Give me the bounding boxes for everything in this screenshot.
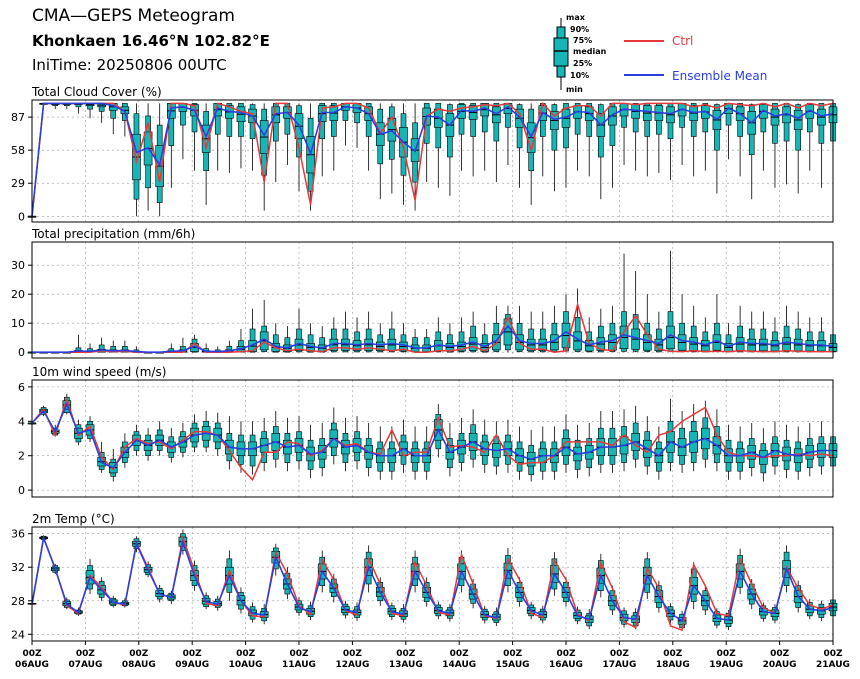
x-tick-label-time: 00Z bbox=[556, 649, 576, 659]
x-tick-label-time: 00Z bbox=[289, 649, 309, 659]
location-label: Khonkaen 16.46°N 102.82°E bbox=[32, 32, 270, 50]
x-tick-label-time: 00Z bbox=[129, 649, 149, 659]
x-tick-label-time: 00Z bbox=[610, 649, 630, 659]
panel-frame bbox=[31, 526, 834, 642]
x-tick-label-date: 21AUG bbox=[816, 660, 850, 670]
ctrl-line bbox=[31, 101, 834, 217]
x-tick-label-date: 09AUG bbox=[175, 660, 209, 670]
chart-title: CMA—GEPS Meteogram bbox=[32, 6, 235, 26]
legend-ctrl-label: Ctrl bbox=[672, 34, 693, 48]
y-tick-label: 58 bbox=[11, 144, 25, 157]
box-outer bbox=[458, 103, 465, 135]
panel-title-temp: 2m Temp (°C) bbox=[32, 512, 115, 526]
x-tick-label-time: 00Z bbox=[396, 649, 416, 659]
y-tick-label: 20 bbox=[11, 288, 25, 301]
ensemble-mean-line bbox=[31, 401, 833, 469]
x-tick-label-date: 15AUG bbox=[496, 660, 530, 670]
x-tick-label-date: 16AUG bbox=[549, 660, 583, 670]
x-tick-label-date: 07AUG bbox=[68, 660, 102, 670]
panel-frame bbox=[31, 241, 834, 359]
panel-frame bbox=[31, 99, 834, 223]
x-tick-label-date: 17AUG bbox=[602, 660, 636, 670]
box-outer bbox=[226, 103, 233, 137]
x-tick-label-time: 00Z bbox=[450, 649, 470, 659]
x-tick-label-date: 08AUG bbox=[122, 660, 156, 670]
y-tick-label: 0 bbox=[18, 210, 25, 223]
x-tick-label-date: 13AUG bbox=[389, 660, 423, 670]
x-tick-label-date: 10AUG bbox=[229, 660, 263, 670]
y-tick-label: 10 bbox=[11, 317, 25, 330]
legend-p75-label: 75% bbox=[573, 36, 592, 45]
panel-title-cloud: Total Cloud Cover (%) bbox=[31, 85, 162, 99]
x-tick-label-time: 00Z bbox=[663, 649, 683, 659]
legend: max 90% 75% median 25% 10% min Ctrl Ense… bbox=[553, 13, 767, 94]
x-tick-label-time: 00Z bbox=[823, 649, 843, 659]
x-tick-label-date: 18AUG bbox=[656, 660, 690, 670]
x-tick-label-time: 00Z bbox=[717, 649, 737, 659]
y-tick-label: 29 bbox=[11, 177, 25, 190]
y-tick-label: 6 bbox=[18, 381, 25, 394]
y-tick-label: 28 bbox=[11, 595, 25, 608]
x-tick-label-time: 00Z bbox=[343, 649, 363, 659]
panel-title-precip: Total precipitation (mm/6h) bbox=[31, 227, 195, 241]
y-tick-label: 30 bbox=[11, 259, 25, 272]
y-tick-label: 32 bbox=[11, 561, 25, 574]
x-tick-label-time: 00Z bbox=[503, 649, 523, 659]
box-outer bbox=[470, 103, 476, 137]
panel-precip: Total precipitation (mm/6h) 0 10 20 30 bbox=[11, 227, 838, 359]
y-tick-label: 36 bbox=[11, 528, 25, 541]
panel-frame bbox=[31, 379, 834, 498]
x-tick-label-date: 19AUG bbox=[709, 660, 743, 670]
legend-box-inner bbox=[553, 37, 569, 67]
legend-max-label: max bbox=[566, 13, 586, 22]
x-tick-label-date: 12AUG bbox=[335, 660, 369, 670]
ensemble-mean-line bbox=[31, 102, 834, 217]
x-tick-label-time: 00Z bbox=[770, 649, 790, 659]
x-tick-label-date: 14AUG bbox=[442, 660, 476, 670]
init-time-label: IniTime: 20250806 00UTC bbox=[32, 56, 227, 74]
legend-p25-label: 25% bbox=[573, 59, 592, 68]
x-tick-label-date: 11AUG bbox=[282, 660, 316, 670]
box-outer bbox=[574, 103, 581, 135]
x-tick-label-time: 00Z bbox=[236, 649, 256, 659]
panel-cloud: Total Cloud Cover (%) 0 29 58 87 bbox=[11, 85, 838, 223]
x-tick-label-date: 06AUG bbox=[15, 660, 49, 670]
y-tick-label: 2 bbox=[18, 450, 25, 463]
y-tick-label: 4 bbox=[18, 415, 25, 428]
ctrl-line bbox=[31, 396, 834, 482]
legend-median-label: median bbox=[573, 47, 607, 56]
panel-wind: 10m wind speed (m/s) 0 2 4 6 bbox=[18, 365, 838, 498]
x-tick-label-time: 00Z bbox=[22, 649, 42, 659]
ensemble-mean-line bbox=[31, 534, 834, 623]
y-tick-label: 87 bbox=[11, 111, 25, 124]
y-tick-label: 0 bbox=[18, 346, 25, 359]
ensemble-mean-line bbox=[32, 324, 834, 354]
legend-mean-label: Ensemble Mean bbox=[672, 69, 767, 83]
panel-title-wind: 10m wind speed (m/s) bbox=[32, 365, 166, 379]
legend-min-label: min bbox=[566, 85, 583, 94]
x-tick-label-time: 00Z bbox=[183, 649, 203, 659]
y-tick-label: 0 bbox=[18, 484, 25, 497]
legend-p90-label: 90% bbox=[570, 25, 589, 34]
legend-p10-label: 10% bbox=[570, 71, 589, 80]
x-tick-label-date: 20AUG bbox=[763, 660, 797, 670]
x-tick-label-time: 00Z bbox=[76, 649, 96, 659]
panel-temp: 2m Temp (°C) 24 28 32 36 bbox=[11, 512, 838, 642]
y-tick-label: 24 bbox=[11, 628, 25, 641]
